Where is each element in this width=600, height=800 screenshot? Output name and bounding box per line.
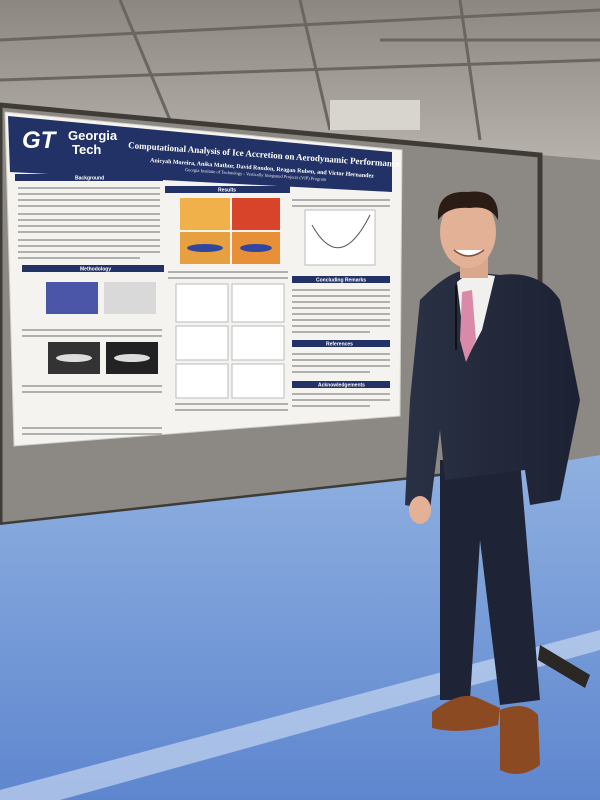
section-bar	[165, 186, 290, 193]
shoe	[432, 695, 500, 731]
section-bar	[292, 381, 390, 388]
smile	[453, 249, 485, 257]
poster	[4, 111, 403, 447]
trousers	[440, 460, 540, 705]
section-header: Acknowledgements	[318, 383, 365, 389]
section-bar	[22, 265, 164, 272]
section-header: Concluding Remarks	[316, 278, 366, 284]
logo-mark: GT	[22, 127, 58, 154]
section-header: Results	[218, 188, 236, 194]
duct	[330, 100, 420, 130]
hand	[409, 496, 431, 524]
hair	[437, 191, 499, 220]
person	[405, 191, 580, 774]
suit-jacket	[405, 270, 580, 510]
logo-text: Tech	[72, 142, 101, 157]
section-header: Methodology	[80, 267, 111, 273]
tie	[460, 290, 476, 362]
section-bar	[292, 276, 390, 283]
section-bar	[15, 174, 163, 181]
board-foot	[538, 645, 590, 688]
section-header: References	[326, 342, 353, 348]
section-header: Background	[75, 176, 104, 182]
ceiling-beams	[0, 0, 600, 141]
shoe	[500, 706, 540, 774]
poster-header	[8, 116, 392, 192]
section-bar	[292, 340, 390, 347]
poster-figures	[46, 198, 376, 399]
logo-text: Georgia	[68, 128, 118, 143]
body-text	[18, 187, 390, 435]
